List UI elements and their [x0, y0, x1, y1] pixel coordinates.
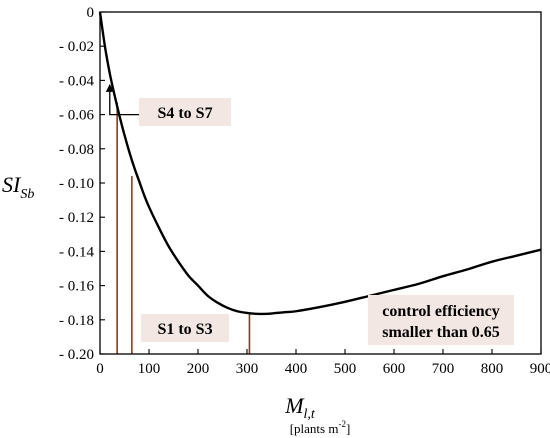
y-tick-label-6: - 0.12 — [59, 210, 94, 226]
annotation-control-efficiency: control efficiency smaller than 0.65 — [368, 295, 514, 345]
x-tick-label-100: 100 — [138, 361, 161, 377]
x-axis-units: [plants m-2] — [290, 419, 351, 436]
annotation-s4-s7-box — [139, 98, 231, 126]
arrow-head — [105, 83, 114, 92]
x-tick-label-800: 800 — [481, 361, 504, 377]
annotation-s4-s7-text: S4 to S7 — [157, 105, 212, 122]
x-axis-units-suffix: ] — [346, 421, 350, 436]
x-axis-units-prefix: [plants m — [290, 421, 339, 436]
x-tick-label-900: 900 — [530, 361, 550, 377]
series-line-1 — [98, 11, 542, 316]
x-axis-label-sub: l,t — [304, 407, 316, 422]
y-axis-label-sub: Sb — [20, 187, 34, 202]
x-tick-label-700: 700 — [432, 361, 455, 377]
x-tick-label-0: 0 — [96, 361, 104, 377]
x-axis-units-sup: -2 — [338, 419, 346, 429]
ticks-layer: 0 100 200 300 400 500 600 700 800 900 0 - 0.02 - 0.0… — [59, 5, 550, 377]
annotation-s4-s7: S4 to S7 — [139, 98, 231, 126]
y-axis-label-main: SI — [2, 172, 22, 197]
x-tick-label-600: 600 — [383, 361, 406, 377]
y-tick-label-9: - 0.18 — [59, 313, 94, 329]
arrow-shaft — [109, 89, 139, 116]
y-tick-label-5: - 0.10 — [59, 176, 94, 192]
marks-layer — [98, 11, 542, 354]
x-tick-label-400: 400 — [285, 361, 308, 377]
annotation-control-efficiency-line2: smaller than 0.65 — [382, 324, 499, 341]
x-tick-label-500: 500 — [334, 361, 357, 377]
annotation-s1-s3-text: S1 to S3 — [157, 321, 212, 338]
y-tick-label-3: - 0.06 — [59, 108, 94, 124]
y-tick-label-10: - 0.20 — [59, 347, 94, 363]
x-axis-label: Ml,t — [284, 393, 316, 422]
annotation-s1-s3-box — [141, 314, 229, 342]
x-tick-label-300: 300 — [236, 361, 259, 377]
annotation-control-efficiency-line1: control efficiency — [382, 303, 499, 320]
y-tick-label-8: - 0.16 — [59, 279, 94, 295]
annotation-s1-s3: S1 to S3 — [141, 314, 229, 342]
y-tick-label-2: - 0.04 — [59, 73, 94, 89]
x-axis-label-main: M — [284, 393, 305, 418]
y-tick-label-4: - 0.08 — [59, 142, 94, 158]
y-tick-label-7: - 0.14 — [59, 244, 94, 260]
x-tick-label-200: 200 — [187, 361, 210, 377]
annotation-control-efficiency-box — [368, 295, 514, 345]
y-axis-label: SISb — [2, 172, 34, 202]
y-tick-label-1: - 0.02 — [59, 39, 94, 55]
y-tick-label-0: 0 — [87, 5, 95, 21]
